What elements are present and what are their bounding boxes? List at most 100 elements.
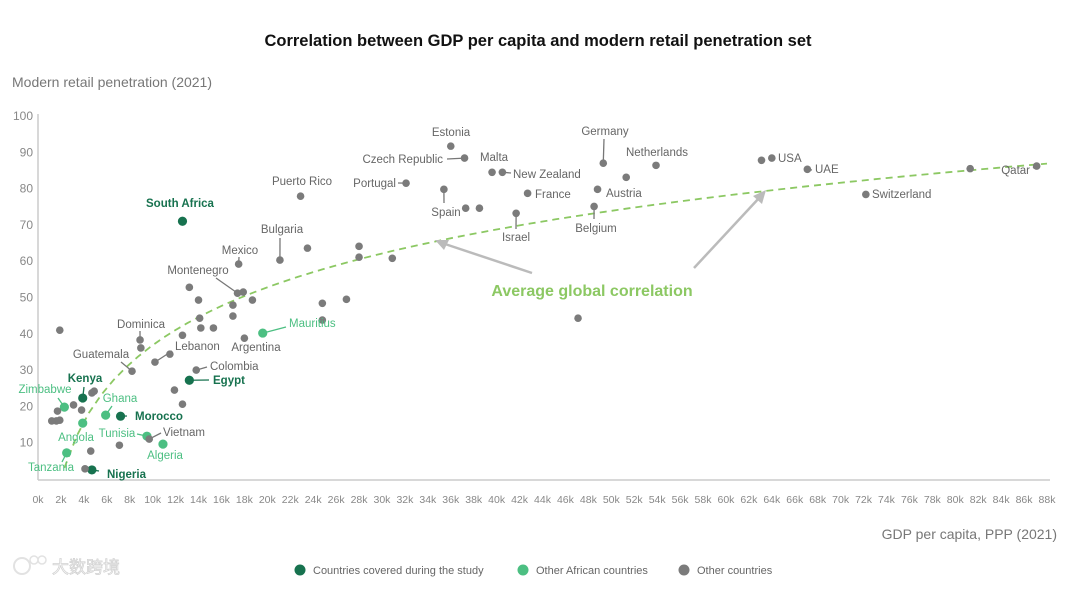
x-tick-label: 28k xyxy=(351,494,369,506)
point-angola xyxy=(78,418,87,427)
point-usa xyxy=(768,154,776,162)
point-label-belgium: Belgium xyxy=(575,223,617,235)
point-label-nigeria: Nigeria xyxy=(107,469,147,481)
legend-label-study: Countries covered during the study xyxy=(313,565,484,577)
y-tick-label: 80 xyxy=(20,182,34,196)
point-label-zimbabwe: Zimbabwe xyxy=(18,384,71,396)
point-unlabeled xyxy=(81,465,89,473)
x-tick-label: 36k xyxy=(442,494,460,506)
x-tick-label: 42k xyxy=(511,494,529,506)
point-qatar xyxy=(1033,162,1041,170)
legend-marker-study xyxy=(295,565,306,576)
x-tick-label: 54k xyxy=(649,494,667,506)
y-tick-label: 40 xyxy=(20,327,34,341)
point-unlabeled xyxy=(197,324,205,332)
x-tick-label: 38k xyxy=(465,494,483,506)
x-tick-label: 14k xyxy=(190,494,208,506)
x-tick-label: 26k xyxy=(328,494,346,506)
point-unlabeled xyxy=(462,204,470,212)
x-tick-label: 46k xyxy=(557,494,575,506)
x-tick-label: 84k xyxy=(993,494,1011,506)
point-label-netherlands: Netherlands xyxy=(626,147,688,159)
x-tick-label: 4k xyxy=(78,494,90,506)
point-unlabeled xyxy=(166,350,174,358)
point-unlabeled xyxy=(56,326,64,334)
point-label-dominica: Dominica xyxy=(117,319,166,331)
point-label-uae: UAE xyxy=(815,164,839,176)
point-puerto-rico xyxy=(297,192,305,200)
x-tick-label: 86k xyxy=(1016,494,1034,506)
point-unlabeled xyxy=(319,300,327,308)
point-nigeria xyxy=(87,465,96,474)
y-tick-label: 10 xyxy=(20,436,34,450)
point-label-argentina: Argentina xyxy=(231,342,281,354)
point-malta xyxy=(488,168,496,176)
y-tick-label: 100 xyxy=(13,109,33,123)
point-label-switzerland: Switzerland xyxy=(872,189,931,201)
x-tick-label: 48k xyxy=(580,494,598,506)
point-label-tunisia: Tunisia xyxy=(99,428,136,440)
point-unlabeled xyxy=(304,244,312,252)
annotation-average-global-correlation: Average global correlation xyxy=(491,283,692,300)
point-unlabeled xyxy=(54,407,62,415)
point-label-colombia: Colombia xyxy=(210,361,259,373)
point-bulgaria xyxy=(276,256,284,264)
point-south-africa xyxy=(178,217,187,226)
x-tick-label: 0k xyxy=(32,494,44,506)
x-tick-label: 78k xyxy=(924,494,942,506)
x-tick-label: 24k xyxy=(305,494,323,506)
point-portugal xyxy=(402,179,410,187)
x-tick-label: 64k xyxy=(763,494,781,506)
point-label-puerto-rico: Puerto Rico xyxy=(272,176,332,188)
leader-line-montenegro xyxy=(216,278,238,293)
x-tick-label: 58k xyxy=(695,494,713,506)
point-belgium xyxy=(590,203,598,211)
point-unlabeled xyxy=(476,204,484,212)
x-tick-label: 6k xyxy=(101,494,113,506)
x-tick-label: 40k xyxy=(488,494,506,506)
point-unlabeled xyxy=(179,400,187,408)
watermark-text: 大数跨境 xyxy=(52,558,120,577)
x-tick-label: 74k xyxy=(878,494,896,506)
point-unlabeled xyxy=(574,314,582,322)
point-new-zealand xyxy=(499,168,507,176)
point-label-south-africa: South Africa xyxy=(146,198,215,210)
point-label-bulgaria: Bulgaria xyxy=(261,224,304,236)
x-tick-label: 80k xyxy=(947,494,965,506)
point-unlabeled xyxy=(622,174,630,182)
point-label-ghana: Ghana xyxy=(103,393,138,405)
point-ghana xyxy=(101,411,110,420)
point-unlabeled xyxy=(388,254,396,262)
chart-title: Correlation between GDP per capita and m… xyxy=(264,32,812,50)
point-spain xyxy=(440,186,448,194)
point-unlabeled xyxy=(186,284,194,292)
point-unlabeled xyxy=(78,406,86,414)
point-unlabeled xyxy=(179,331,187,339)
y-tick-label: 70 xyxy=(20,218,34,232)
point-guatemala xyxy=(128,367,136,375)
point-label-tanzania: Tanzania xyxy=(28,462,75,474)
point-label-lebanon: Lebanon xyxy=(175,341,220,353)
point-label-morocco: Morocco xyxy=(135,411,183,423)
point-label-france: France xyxy=(535,189,571,201)
point-netherlands xyxy=(652,162,660,170)
x-tick-label: 62k xyxy=(740,494,758,506)
point-austria xyxy=(594,186,602,194)
point-label-usa: USA xyxy=(778,153,802,165)
x-tick-label: 72k xyxy=(855,494,873,506)
y-tick-label: 60 xyxy=(20,254,34,268)
x-tick-label: 8k xyxy=(124,494,136,506)
point-label-qatar: Qatar xyxy=(1001,165,1030,177)
x-tick-label: 60k xyxy=(717,494,735,506)
legend-label-other: Other countries xyxy=(697,565,773,577)
point-unlabeled xyxy=(966,165,974,173)
x-tick-label: 22k xyxy=(282,494,300,506)
point-czech-republic xyxy=(461,154,469,162)
point-unlabeled xyxy=(355,253,363,261)
y-tick-label: 20 xyxy=(20,399,34,413)
point-mauritius xyxy=(258,328,267,337)
point-tanzania xyxy=(62,448,71,457)
point-unlabeled xyxy=(758,156,766,164)
legend-marker-african xyxy=(518,565,529,576)
x-tick-label: 70k xyxy=(832,494,850,506)
